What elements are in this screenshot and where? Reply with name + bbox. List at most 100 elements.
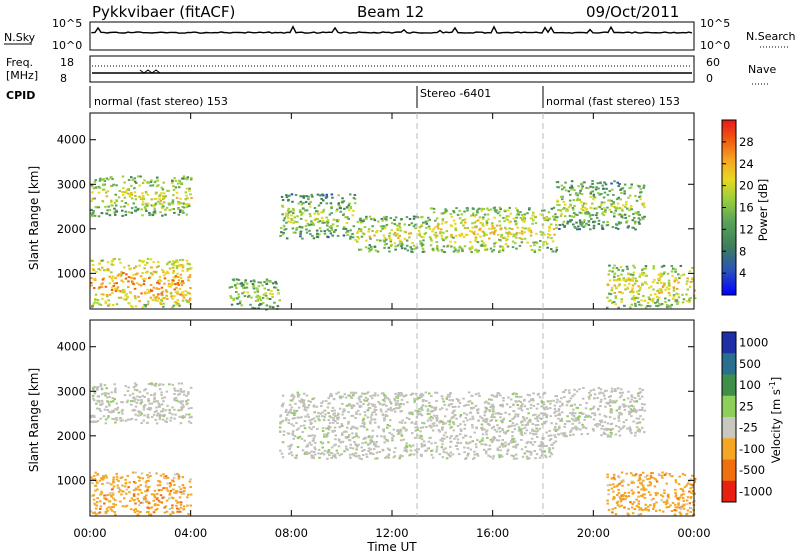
power-echo-cell <box>594 196 597 199</box>
velocity-echo-cell <box>381 414 385 417</box>
power-echo-cell <box>155 287 158 290</box>
velocity-echo-cell <box>523 405 527 408</box>
velocity-echo-cell <box>552 399 555 402</box>
power-echo-cell <box>431 248 435 251</box>
power-echo-cell <box>328 226 331 229</box>
power-echo-cell <box>405 239 409 242</box>
velocity-echo-cell <box>135 383 138 386</box>
power-echo-cell <box>171 306 174 309</box>
velocity-echo-cell <box>665 500 668 503</box>
velocity-echo-cell <box>110 488 114 491</box>
power-echo-cell <box>141 214 144 217</box>
power-echo-cell <box>466 207 469 210</box>
velocity-echo-cell <box>569 429 573 432</box>
velocity-echo-cell <box>385 455 388 458</box>
velocity-echo-cell <box>332 417 335 420</box>
power-echo-cell <box>125 189 129 192</box>
power-echo-cell <box>420 224 423 227</box>
velocity-echo-cell <box>488 410 492 413</box>
power-echo-cell <box>188 205 191 207</box>
velocity-echo-cell <box>134 385 137 388</box>
velocity-echo-cell <box>554 430 558 432</box>
velocity-echo-cell <box>637 500 641 503</box>
velocity-echo-cell <box>327 419 330 422</box>
power-echo-cell <box>658 302 661 305</box>
velocity-echo-cell <box>109 400 113 403</box>
velocity-echo-cell <box>405 442 408 445</box>
velocity-echo-cell <box>118 488 122 491</box>
power-echo-cell <box>682 273 686 276</box>
power-echo-cell <box>572 223 575 226</box>
velocity-echo-cell <box>519 407 522 410</box>
velocity-echo-cell <box>528 400 531 403</box>
velocity-echo-cell <box>187 391 190 394</box>
velocity-echo-cell <box>525 450 529 453</box>
velocity-echo-cell <box>504 432 507 435</box>
velocity-echo-cell <box>481 433 485 436</box>
velocity-echo-cell <box>606 422 610 425</box>
power-echo-cell <box>143 179 146 182</box>
power-echo-cell <box>484 244 487 247</box>
velocity-echo-cell <box>603 414 606 417</box>
power-echo-cell <box>359 228 363 231</box>
velocity-echo-cell <box>290 406 294 409</box>
power-echo-cell <box>606 223 610 226</box>
power-echo-cell <box>621 208 624 211</box>
velocity-echo-cell <box>288 452 291 455</box>
velocity-echo-cell <box>367 407 371 409</box>
power-echo-cell <box>138 300 141 303</box>
velocity-echo-cell <box>465 442 468 445</box>
velocity-echo-cell <box>605 389 608 392</box>
power-echo-cell <box>389 238 393 241</box>
power-echo-cell <box>133 191 137 194</box>
velocity-echo-cell <box>560 411 564 414</box>
power-echo-cell <box>138 264 141 267</box>
power-echo-cell <box>91 213 94 216</box>
velocity-echo-cell <box>335 449 339 452</box>
velocity-echo-cell <box>676 497 679 500</box>
velocity-echo-cell <box>138 390 142 393</box>
power-echo-cell <box>383 236 386 239</box>
velocity-echo-cell <box>660 474 663 477</box>
power-echo-cell <box>423 233 426 236</box>
power-echo-cell <box>258 297 261 300</box>
power-echo-cell <box>149 272 153 275</box>
velocity-echo-cell <box>454 435 458 438</box>
power-echo-cell <box>365 217 368 220</box>
velocity-echo-cell <box>136 509 139 512</box>
velocity-echo-cell <box>441 456 445 459</box>
velocity-echo-cell <box>621 426 625 429</box>
velocity-echo-cell <box>155 406 158 409</box>
velocity-echo-cell <box>506 429 510 432</box>
velocity-echo-cell <box>158 384 161 387</box>
power-echo-cell <box>257 285 261 288</box>
velocity-echo-cell <box>638 430 641 433</box>
power-echo-cell <box>329 232 333 235</box>
velocity-echo-cell <box>158 418 162 421</box>
power-echo-cell <box>186 197 189 200</box>
power-echo-cell <box>491 231 494 234</box>
power-echo-cell <box>263 287 266 290</box>
power-echo-cell <box>607 199 610 202</box>
velocity-echo-cell <box>110 483 113 486</box>
velocity-echo-cell <box>319 452 323 455</box>
velocity-echo-cell <box>630 404 633 407</box>
velocity-echo-cell <box>281 419 285 422</box>
velocity-echo-cell <box>607 508 611 511</box>
power-echo-cell <box>188 189 191 192</box>
velocity-echo-cell <box>176 472 179 475</box>
power-echo-cell <box>491 222 494 225</box>
power-echo-cell <box>157 287 161 290</box>
power-echo-cell <box>161 195 165 198</box>
power-echo-cell <box>184 290 187 293</box>
velocity-echo-cell <box>305 409 308 412</box>
velocity-echo-cell <box>143 389 146 392</box>
velocity-echo-cell <box>458 402 462 404</box>
velocity-echo-cell <box>649 484 652 487</box>
power-echo-cell <box>640 299 643 302</box>
velocity-echo-cell <box>589 408 592 411</box>
power-echo-cell <box>323 230 326 233</box>
power-echo-cell <box>612 202 615 205</box>
velocity-echo-cell <box>391 439 394 442</box>
power-echo-cell <box>606 284 610 287</box>
